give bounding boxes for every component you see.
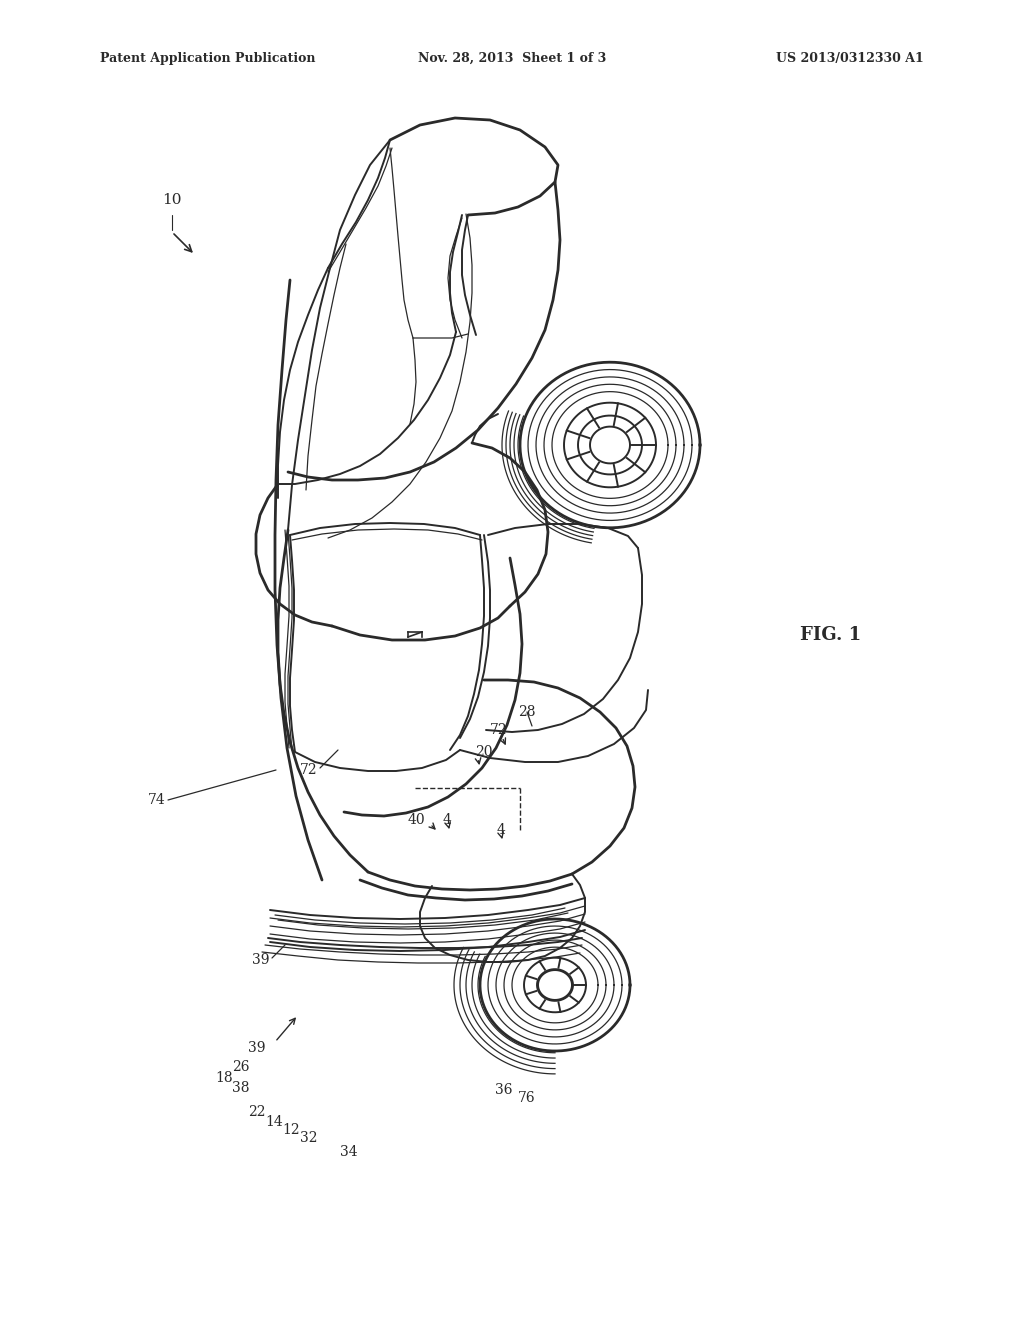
Text: Patent Application Publication: Patent Application Publication <box>100 51 315 65</box>
Text: 18: 18 <box>215 1071 232 1085</box>
Text: 38: 38 <box>232 1081 250 1096</box>
Text: FIG. 1: FIG. 1 <box>800 626 861 644</box>
Text: 72: 72 <box>490 723 508 737</box>
Text: 72: 72 <box>300 763 317 777</box>
Text: 20: 20 <box>475 744 493 759</box>
Text: 14: 14 <box>265 1115 283 1129</box>
Text: 12: 12 <box>282 1123 300 1137</box>
Text: 22: 22 <box>248 1105 265 1119</box>
Text: 74: 74 <box>148 793 166 807</box>
Text: Nov. 28, 2013  Sheet 1 of 3: Nov. 28, 2013 Sheet 1 of 3 <box>418 51 606 65</box>
Text: 39: 39 <box>252 953 269 968</box>
Text: 10: 10 <box>162 193 181 207</box>
Text: 26: 26 <box>232 1060 250 1074</box>
Text: 32: 32 <box>300 1131 317 1144</box>
Text: US 2013/0312330 A1: US 2013/0312330 A1 <box>776 51 924 65</box>
Text: 4: 4 <box>443 813 452 828</box>
Text: 40: 40 <box>408 813 426 828</box>
Text: 34: 34 <box>340 1144 357 1159</box>
Text: 36: 36 <box>495 1082 512 1097</box>
Text: 4: 4 <box>497 822 506 837</box>
Text: 39: 39 <box>248 1041 265 1055</box>
Text: 76: 76 <box>518 1092 536 1105</box>
Text: 28: 28 <box>518 705 536 719</box>
